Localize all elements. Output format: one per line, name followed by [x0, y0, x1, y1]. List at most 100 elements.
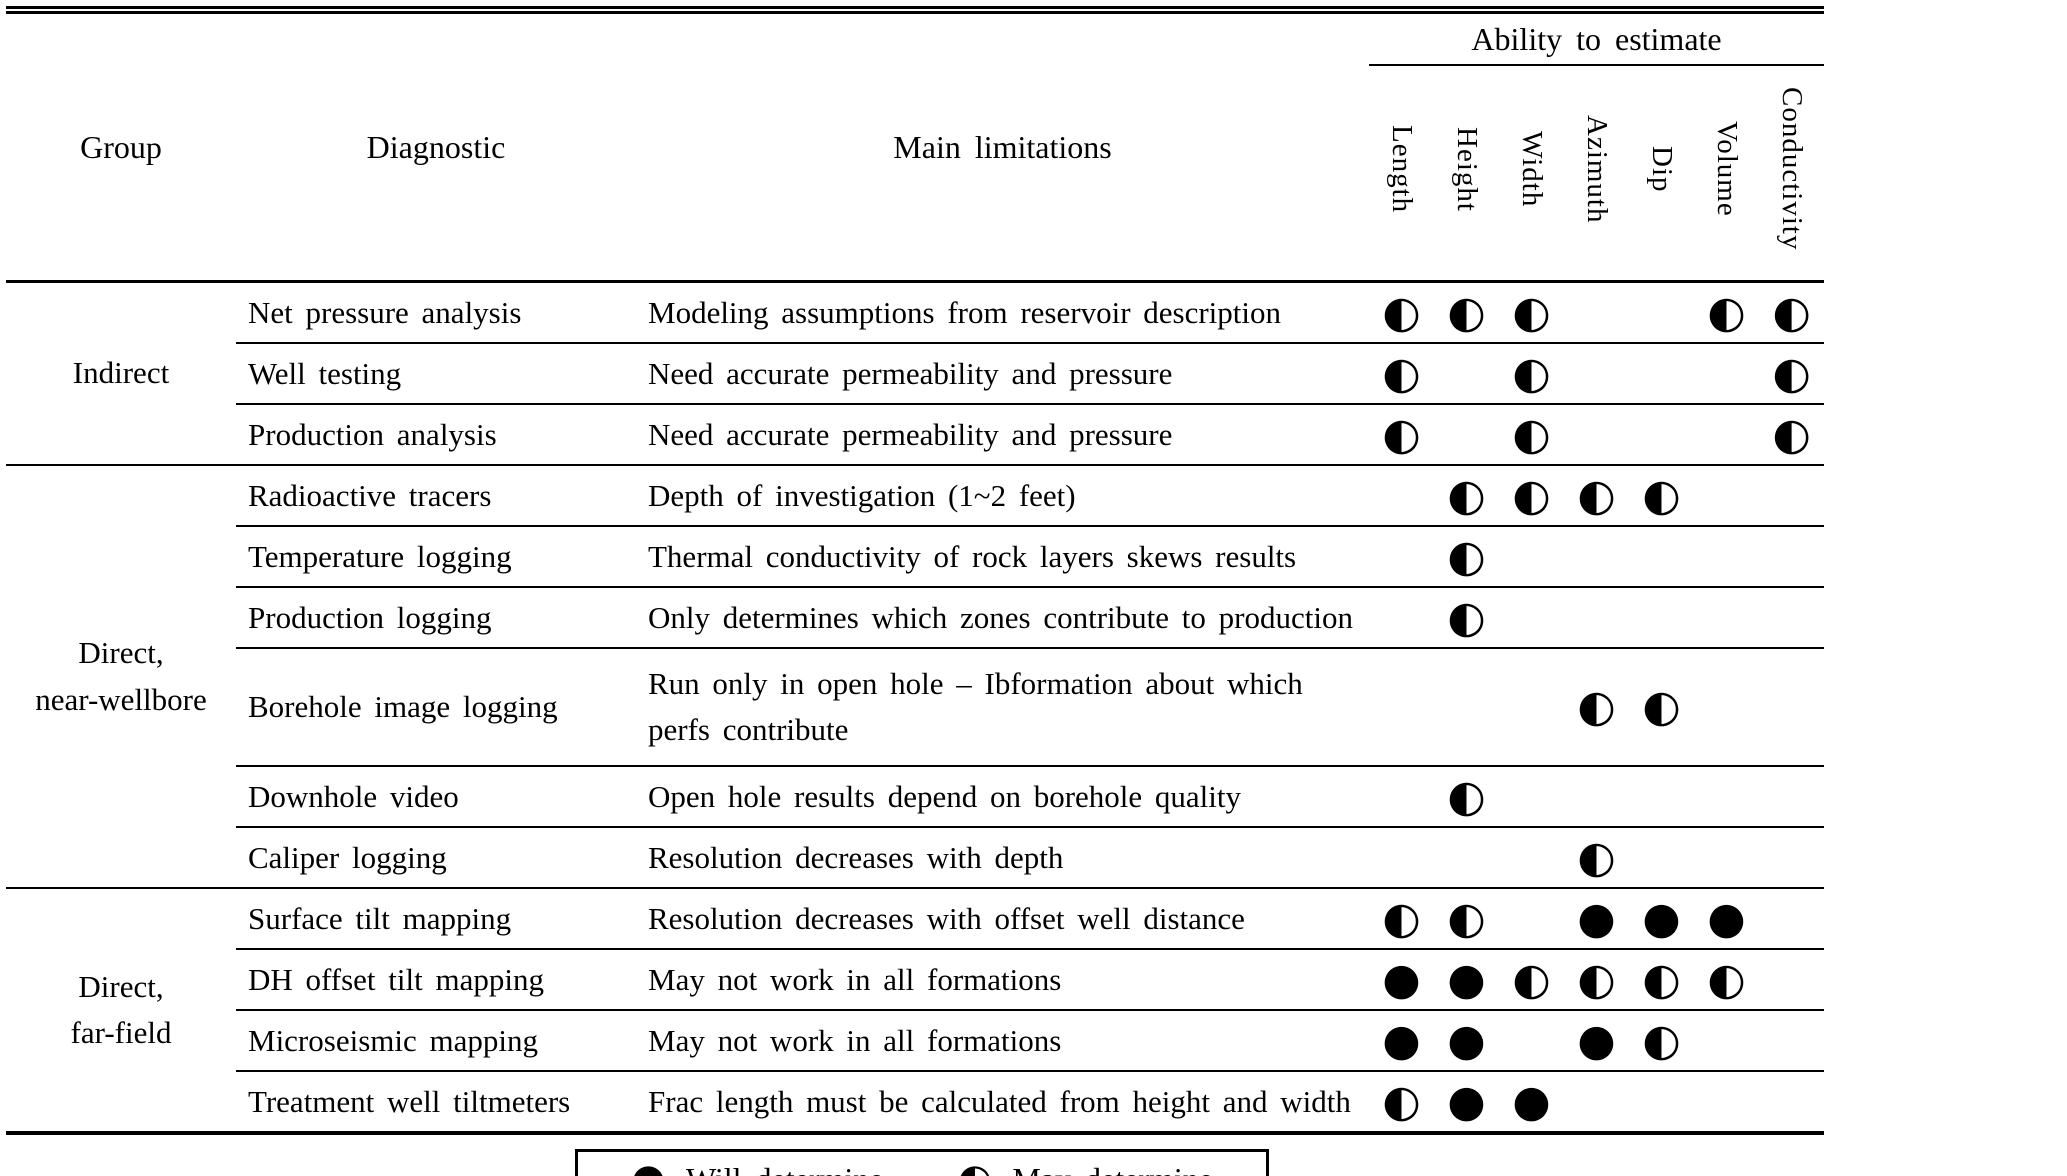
limitations-cell: Modeling assumptions from reservoir desc… — [636, 281, 1369, 344]
ability-cell-height — [1434, 827, 1499, 889]
ability-cell-height: ● — [1434, 949, 1499, 1011]
ability-cell-conductivity — [1759, 888, 1825, 950]
ability-cell-height: ◐ — [1434, 465, 1499, 527]
ability-cell-azimuth: ◐ — [1564, 827, 1629, 889]
limitations-cell: Run only in open hole – Ibformation abou… — [636, 648, 1369, 767]
ability-cell-volume — [1694, 404, 1759, 466]
ability-cell-azimuth — [1564, 766, 1629, 828]
ability-cell-dip: ◐ — [1629, 648, 1694, 767]
table-row: Temperature logging Thermal conductivity… — [6, 526, 1825, 588]
diagnostics-table: Group Diagnostic Main limitations Abilit… — [6, 6, 1825, 1135]
ability-cell-height: ◐ — [1434, 587, 1499, 649]
ability-cell-azimuth — [1564, 404, 1629, 466]
ability-cell-height: ● — [1434, 1071, 1499, 1134]
group-label-indirect: Indirect — [6, 281, 236, 466]
table-row: Indirect Net pressure analysis Modeling … — [6, 281, 1825, 466]
table-row: DH offset tilt mapping May not work in a… — [6, 949, 1825, 1011]
ability-cell-volume — [1694, 1071, 1759, 1134]
ability-cell-width: ◐ — [1499, 465, 1564, 527]
ability-cell-azimuth — [1564, 343, 1629, 405]
col-header-diagnostic: Diagnostic — [236, 10, 636, 283]
ability-cell-dip — [1629, 827, 1694, 889]
ability-cell-conductivity: ◐ — [1759, 281, 1825, 344]
diagnostic-cell: Production analysis — [236, 404, 636, 466]
ability-cell-conductivity — [1759, 827, 1825, 889]
col-header-limitations: Main limitations — [636, 10, 1369, 283]
ability-cell-dip — [1629, 1071, 1694, 1134]
ability-cell-height: ● — [1434, 1010, 1499, 1072]
diagnostic-cell: Production logging — [236, 587, 636, 649]
ability-cell-dip — [1629, 281, 1694, 344]
diagnostic-cell: Temperature logging — [236, 526, 636, 588]
table-body: Indirect Net pressure analysis Modeling … — [6, 281, 1825, 1134]
ability-cell-volume — [1694, 526, 1759, 588]
header-row-rotated: Length Height Width Azimuth Dip Volume C… — [6, 65, 1825, 283]
limitations-cell: Frac length must be calculated from heig… — [636, 1071, 1369, 1134]
ability-cell-dip: ◐ — [1629, 1010, 1694, 1072]
limitations-cell: Thermal conductivity of rock layers skew… — [636, 526, 1369, 588]
ability-cell-height — [1434, 648, 1499, 767]
ability-cell-width — [1499, 587, 1564, 649]
ability-group-header: Ability to estimate — [1369, 10, 1825, 66]
diagnostic-cell: Downhole video — [236, 766, 636, 828]
ability-cell-dip: ● — [1629, 888, 1694, 950]
header-row-top: Group Diagnostic Main limitations Abilit… — [6, 10, 1825, 283]
ability-cell-width — [1499, 827, 1564, 889]
ability-cell-dip — [1629, 526, 1694, 588]
table-row: Caliper logging Resolution decreases wit… — [6, 827, 1825, 889]
col-header-dip-label: Dip — [1646, 145, 1678, 193]
diagnostic-cell: Caliper logging — [236, 827, 636, 889]
ability-cell-width — [1499, 1010, 1564, 1072]
ability-cell-length: ● — [1369, 1010, 1434, 1072]
limitations-cell: Resolution decreases with depth — [636, 827, 1369, 889]
diagnostic-cell: Borehole image logging — [236, 648, 636, 767]
table-row: Direct, far-field Surface tilt mapping R… — [6, 888, 1825, 1134]
ability-cell-length: ● — [1369, 949, 1434, 1011]
diagnostic-cell: Net pressure analysis — [236, 281, 636, 344]
diagnostic-cell: Treatment well tiltmeters — [236, 1071, 636, 1134]
ability-cell-conductivity — [1759, 526, 1825, 588]
ability-cell-width — [1499, 648, 1564, 767]
diagnostic-cell: Radioactive tracers — [236, 465, 636, 527]
ability-cell-conductivity — [1759, 648, 1825, 767]
ability-cell-height — [1434, 404, 1499, 466]
table-row: Treatment well tiltmeters Frac length mu… — [6, 1071, 1825, 1134]
ability-cell-azimuth: ◐ — [1564, 648, 1629, 767]
ability-cell-width — [1499, 766, 1564, 828]
ability-cell-conductivity: ◐ — [1759, 404, 1825, 466]
ability-cell-conductivity — [1759, 949, 1825, 1011]
ability-cell-length — [1369, 587, 1434, 649]
legend-item-will-determine: ● Will determine — [631, 1159, 883, 1176]
will-determine-icon: ● — [631, 1159, 666, 1176]
col-header-azimuth: Azimuth — [1564, 65, 1629, 283]
diagnostic-cell: Microseismic mapping — [236, 1010, 636, 1072]
ability-cell-length — [1369, 648, 1434, 767]
ability-cell-volume — [1694, 465, 1759, 527]
col-header-volume-label: Volume — [1711, 121, 1743, 217]
table-row: Production logging Only determines which… — [6, 587, 1825, 649]
ability-cell-width: ◐ — [1499, 281, 1564, 344]
table-header: Group Diagnostic Main limitations Abilit… — [6, 10, 1825, 283]
ability-cell-dip: ◐ — [1629, 949, 1694, 1011]
ability-cell-azimuth — [1564, 526, 1629, 588]
ability-cell-azimuth: ● — [1564, 1010, 1629, 1072]
ability-cell-height: ◐ — [1434, 888, 1499, 950]
col-header-conductivity-label: Conductivity — [1776, 87, 1809, 251]
ability-cell-height: ◐ — [1434, 766, 1499, 828]
ability-cell-width — [1499, 526, 1564, 588]
ability-cell-dip: ◐ — [1629, 465, 1694, 527]
ability-cell-length: ◐ — [1369, 281, 1434, 344]
col-header-volume: Volume — [1694, 65, 1759, 283]
ability-cell-azimuth: ◐ — [1564, 465, 1629, 527]
ability-cell-width: ◐ — [1499, 404, 1564, 466]
col-header-width-label: Width — [1516, 130, 1548, 208]
ability-cell-length — [1369, 766, 1434, 828]
col-header-length-label: Length — [1386, 124, 1418, 214]
ability-cell-volume — [1694, 343, 1759, 405]
ability-cell-length: ◐ — [1369, 888, 1434, 950]
table-row: Well testing Need accurate permeability … — [6, 343, 1825, 405]
ability-cell-azimuth: ● — [1564, 888, 1629, 950]
ability-cell-azimuth — [1564, 1071, 1629, 1134]
limitations-cell: Only determines which zones contribute t… — [636, 587, 1369, 649]
ability-cell-height: ◐ — [1434, 526, 1499, 588]
